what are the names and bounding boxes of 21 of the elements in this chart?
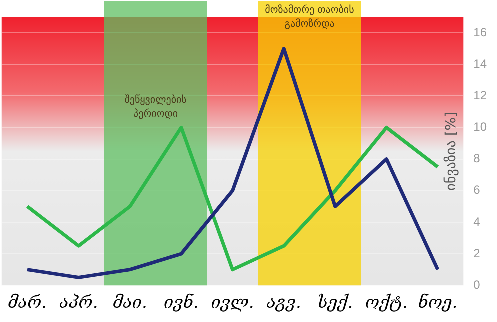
x-tick-label: აგვ. (266, 293, 302, 314)
x-tick-label: ივნ. (164, 293, 199, 314)
band-label: შეწყვილების პერიოდი (124, 94, 187, 120)
x-tick-label: მაი. (112, 293, 148, 314)
x-tick-label: ივლ. (211, 293, 254, 314)
y-tick-label: 2 (474, 246, 481, 260)
y-tick-label: 0 (474, 278, 481, 292)
band-label: მოზამთრე თაობის გამოზრდა (265, 4, 354, 30)
y-tick-label: 12 (474, 88, 488, 102)
y-tick-label: 16 (474, 25, 488, 40)
x-tick-label: ნოე. (418, 293, 458, 314)
x-tick-label: ოქტ. (365, 293, 408, 314)
x-tick-label: აპრ. (59, 293, 98, 314)
y-tick-label: 14 (474, 56, 488, 71)
y-tick-label: 8 (474, 152, 481, 166)
x-tick-label: მარ. (8, 293, 48, 314)
y-tick-label: 10 (474, 120, 488, 134)
y-axis-title: ინვაზია [%] (443, 112, 460, 191)
y-tick-label: 6 (474, 183, 481, 198)
x-tick-label: სექ. (318, 293, 354, 314)
y-tick-label: 4 (474, 214, 481, 229)
